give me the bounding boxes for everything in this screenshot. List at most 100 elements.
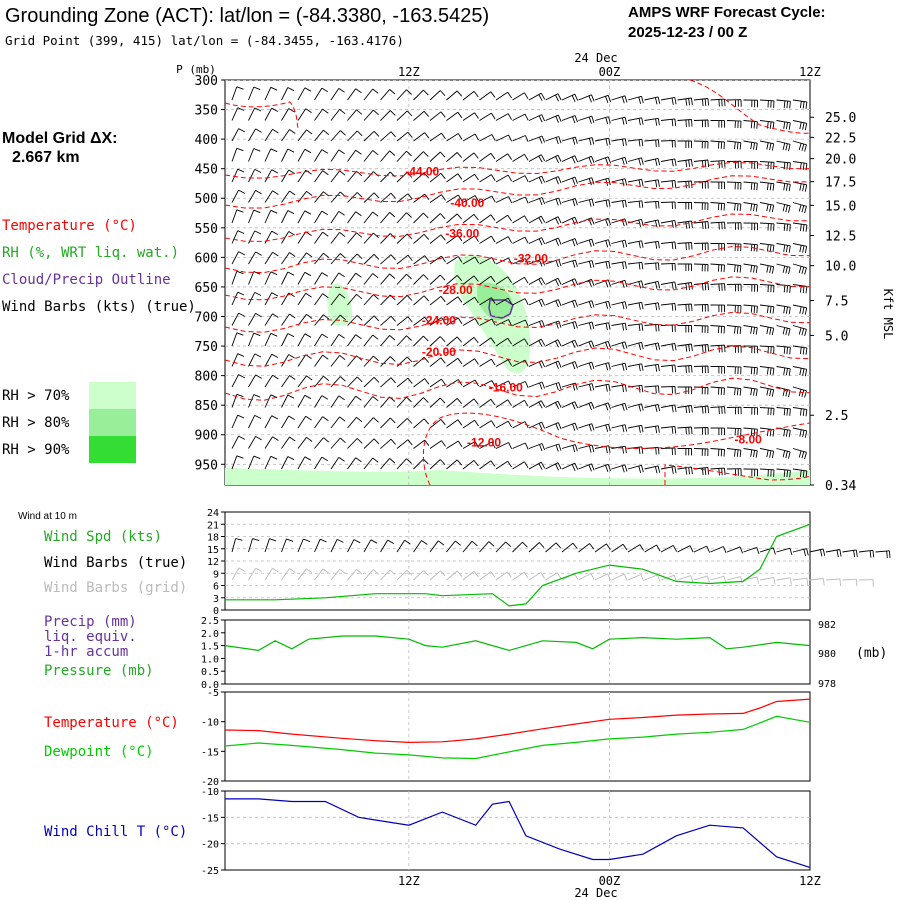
wind-barb: [495, 319, 513, 326]
wind-barb: [726, 120, 742, 129]
wind-barb: [627, 341, 644, 351]
pressure-tick-label: 500: [195, 192, 218, 207]
wind-barb: [479, 275, 496, 285]
wind-barb: [693, 263, 709, 272]
wind-barb: [710, 427, 725, 436]
wind-barb: [776, 386, 791, 398]
wind-barb: [545, 572, 562, 581]
wind-barb: [264, 128, 279, 142]
wind-barb: [380, 438, 396, 449]
y-tick-label: 2.0: [201, 629, 219, 640]
wind-barb: [429, 336, 446, 347]
temperature-panel-frame: [224, 691, 811, 782]
wind-barb: [594, 362, 611, 371]
wind-barb: [231, 374, 246, 388]
wind-barb: [594, 543, 611, 553]
wind-barb: [347, 232, 363, 244]
wind-barb: [462, 358, 479, 367]
wind-barb: [611, 573, 628, 581]
wind-barb: [396, 110, 413, 121]
wind-barb: [380, 569, 396, 581]
wind-barb: [693, 448, 709, 457]
wind-barb: [611, 424, 628, 433]
wind-barb: [297, 415, 312, 429]
wind-barb: [314, 231, 329, 244]
wind-barb: [429, 397, 446, 408]
wind-barb: [776, 407, 791, 416]
wind-barb: [528, 92, 546, 101]
wind-barb: [644, 323, 660, 332]
rh-area-left: [327, 283, 353, 326]
wind-barb: [528, 542, 545, 553]
wind-barb: [776, 140, 791, 152]
wind-barb: [479, 134, 496, 142]
pressure-tick-label: 750: [195, 340, 218, 355]
wind-barb: [248, 332, 261, 347]
wind-barb: [446, 296, 463, 306]
wind-barb: [413, 274, 429, 285]
wind-barb: [462, 195, 479, 203]
wind-barb: [264, 436, 279, 449]
wind-barb: [726, 160, 742, 169]
pressure-tick-label: 650: [195, 281, 218, 296]
wind-barb: [495, 442, 513, 449]
wind-barb: [231, 230, 245, 244]
top-tick-label: 12Z: [398, 65, 420, 79]
wind-barb: [413, 212, 429, 224]
wind-barb: [462, 235, 479, 244]
wind-barb: [347, 211, 362, 224]
wind-barb: [314, 437, 330, 449]
pressure-right-tick-label: 978: [818, 679, 836, 690]
wind-barb: [545, 382, 562, 391]
wind-barb: [231, 107, 245, 121]
wind-barb: [330, 568, 346, 581]
wind-barb: [314, 416, 329, 429]
wind-barb: [759, 263, 775, 274]
wind-barb: [248, 567, 263, 581]
wind-barb: [281, 313, 296, 326]
wind-barb: [396, 316, 413, 326]
wind-barb: [264, 209, 278, 224]
wind-barb: [776, 161, 791, 170]
wind-barb: [776, 202, 791, 213]
wind-barb: [264, 353, 279, 367]
wind-barb: [561, 299, 578, 308]
wind-barb: [363, 438, 380, 449]
wind-barb: [495, 196, 513, 203]
wind-barb: [248, 148, 261, 162]
legend-dewpoint-line: Dewpoint (°C): [44, 744, 154, 760]
wind-barb: [545, 176, 562, 185]
temperature-contour-label: -12.00: [467, 435, 501, 449]
wind-barb: [512, 381, 529, 389]
wind-chill-line: [225, 798, 811, 868]
wind-barb: [693, 405, 710, 414]
pressure-tick-label: 400: [195, 133, 218, 148]
wind-barb: [792, 263, 807, 275]
wind-barb: [297, 87, 312, 101]
wind-barb: [281, 210, 295, 224]
temperature-contour-label: -20.00: [422, 345, 456, 359]
y-tick-label: -5: [207, 688, 219, 699]
wind-barb: [594, 423, 611, 432]
wind-barb: [363, 150, 379, 162]
wind-barb: [644, 544, 661, 553]
wind-barb: [743, 222, 758, 231]
wind-barb: [627, 323, 644, 332]
wind-barb: [330, 109, 346, 121]
wind-barb: [677, 426, 693, 435]
wind-barb: [858, 549, 875, 558]
wind-barb: [561, 339, 579, 348]
wind-barb: [660, 465, 677, 474]
wind-barb: [429, 357, 446, 367]
wind-barb: [479, 571, 496, 581]
wind-barb: [693, 181, 709, 189]
wind-barb: [231, 270, 244, 285]
wind-barb: [528, 215, 546, 224]
wind-barb: [479, 420, 496, 429]
wind-barb: [396, 89, 412, 101]
wind-barb: [396, 539, 411, 553]
kft-tick-label: 12.5: [825, 229, 856, 244]
wind-barb: [627, 403, 644, 412]
wind-barb: [281, 456, 295, 470]
wind-barb: [380, 315, 396, 326]
